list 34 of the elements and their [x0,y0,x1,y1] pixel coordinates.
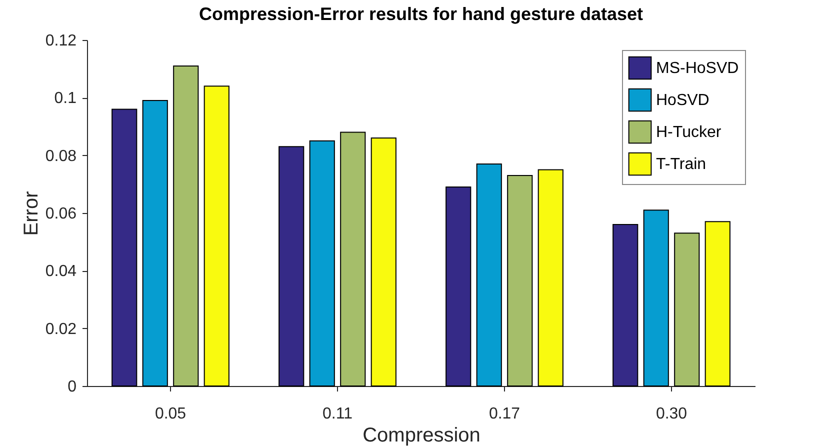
y-tick-label: 0 [68,378,77,396]
y-tick-label: 0.06 [45,206,77,222]
bar [507,175,533,386]
bar [704,221,730,386]
x-tick-label: 0.11 [322,406,353,422]
legend-label: H-Tucker [656,124,722,141]
bar [612,224,638,386]
bar [476,163,502,386]
bar [446,186,472,386]
y-tick-label: 0.04 [45,263,77,280]
y-axis-title: Error [20,190,42,236]
bar [278,146,304,386]
x-tick-label: 0.17 [488,406,520,422]
bar [112,108,138,386]
legend-label: T-Train [656,156,706,173]
bar [674,232,700,386]
legend-label: HoSVD [656,92,710,109]
x-axis-title: Compression [362,424,480,446]
x-tick-label: 0.05 [154,406,186,422]
bar [142,100,168,386]
y-tick-label: 0.1 [54,90,77,108]
y-tick-label: 0.12 [45,32,77,50]
bar [309,140,335,386]
bar [538,169,564,386]
legend-label: MS-HoSVD [656,60,739,77]
bar [204,86,230,386]
y-tick-label: 0.08 [45,148,77,165]
x-tick-label: 0.30 [656,406,688,422]
bar [173,65,199,386]
bar [643,210,669,386]
bar [370,138,396,386]
y-tick-label: 0.02 [45,320,77,338]
bar [340,132,366,386]
chart-title: Compression-Error results for hand gesture dataset [198,4,644,24]
